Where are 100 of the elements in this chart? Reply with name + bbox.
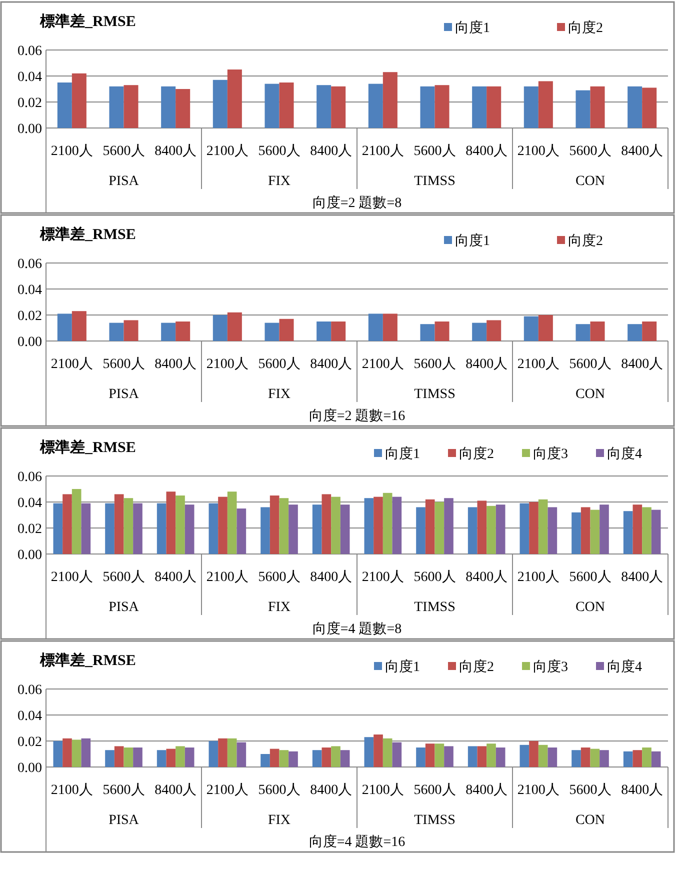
bar <box>425 744 435 767</box>
bar <box>529 502 538 554</box>
bar <box>520 744 530 767</box>
bar <box>288 504 298 554</box>
bar <box>208 503 218 554</box>
bar <box>590 748 600 767</box>
bar <box>576 324 590 341</box>
x-tick-label: 8400人 <box>621 569 664 585</box>
bar <box>548 507 558 554</box>
x-axis-title: 向度=4 題數=8 <box>312 621 402 637</box>
bar <box>444 746 454 767</box>
bar <box>105 750 114 767</box>
bar <box>124 498 134 554</box>
bar <box>434 744 444 767</box>
x-tick-label: 2100人 <box>517 356 560 372</box>
bar <box>53 503 63 554</box>
bar <box>425 499 435 554</box>
bar <box>468 507 478 554</box>
x-tick-label: 5600人 <box>569 356 612 372</box>
legend-label: 向度1 <box>455 233 490 249</box>
y-tick-label: 0.02 <box>18 522 42 537</box>
bar <box>524 86 538 128</box>
bar <box>590 322 605 341</box>
chart-title: 標準差_RMSE <box>39 439 136 456</box>
bar <box>279 498 289 554</box>
bar <box>316 85 332 128</box>
bar <box>72 740 82 767</box>
bar <box>642 507 652 554</box>
bar <box>368 314 383 341</box>
y-tick-label: 0.02 <box>18 96 42 111</box>
bar <box>156 750 166 767</box>
x-tick-label: 5600人 <box>414 782 456 798</box>
bar <box>264 322 280 341</box>
x-tick-label: 5600人 <box>569 569 612 585</box>
bar <box>236 742 246 767</box>
text: CON <box>575 813 606 828</box>
x-axis-title: 向度=4 題數=16 <box>308 834 406 850</box>
x-tick-label: 8400人 <box>466 569 508 585</box>
legend-label: 向度3 <box>533 659 568 675</box>
y-tick-label: 0.00 <box>18 122 42 137</box>
text: TIMSS <box>414 387 456 402</box>
bar <box>434 85 450 128</box>
bar <box>434 322 450 341</box>
bar <box>218 496 228 554</box>
x-tick-label: 2100人 <box>206 356 248 372</box>
bar <box>114 746 124 767</box>
bar <box>72 311 86 341</box>
bar <box>176 746 185 767</box>
bar <box>184 504 194 554</box>
y-tick-label: 0.00 <box>18 335 42 350</box>
bar <box>444 498 454 554</box>
y-tick-label: 0.02 <box>18 309 42 324</box>
y-tick-label: 0.06 <box>18 44 42 59</box>
bar <box>524 316 538 341</box>
bar <box>270 748 280 767</box>
bar <box>468 746 478 767</box>
chart-title: 標準差_RMSE <box>39 652 136 669</box>
x-tick-label: 2100人 <box>50 356 93 372</box>
bar <box>331 496 340 554</box>
text: PISA <box>108 813 140 828</box>
chart-title: 標準差_RMSE <box>39 226 136 243</box>
bar <box>382 738 392 767</box>
legend-label: 向度2 <box>459 659 494 675</box>
bar <box>623 751 633 767</box>
bar <box>548 748 558 767</box>
bar <box>212 80 228 128</box>
legend-label: 向度4 <box>607 446 642 462</box>
x-tick-label: 2100人 <box>206 569 248 585</box>
bar <box>472 86 487 128</box>
bar <box>520 503 530 554</box>
x-axis-title: 向度=2 題數=8 <box>312 195 402 211</box>
text: PISA <box>108 387 140 402</box>
x-tick-label: 5600人 <box>258 356 300 372</box>
bar <box>416 507 426 554</box>
x-tick-label: 2100人 <box>517 782 560 798</box>
x-tick-label: 2100人 <box>362 143 404 159</box>
x-tick-label: 5600人 <box>258 569 300 585</box>
bar <box>623 511 633 554</box>
x-tick-label: 2100人 <box>206 782 248 798</box>
x-tick-label: 8400人 <box>621 143 664 159</box>
x-tick-label: 8400人 <box>621 356 664 372</box>
bar <box>288 751 298 767</box>
x-axis-title: 向度=2 題數=16 <box>308 408 406 424</box>
bar <box>114 494 124 554</box>
text: TIMSS <box>414 174 456 189</box>
legend-label: 向度2 <box>459 446 494 462</box>
x-tick-label: 2100人 <box>50 782 93 798</box>
bar <box>53 741 63 767</box>
x-tick-label: 2100人 <box>362 782 404 798</box>
bar <box>580 748 590 767</box>
legend-label: 向度2 <box>568 20 603 36</box>
bar <box>420 324 435 341</box>
bar <box>538 81 553 128</box>
bar <box>184 748 194 767</box>
x-tick-label: 8400人 <box>154 782 197 798</box>
x-tick-label: 8400人 <box>621 782 664 798</box>
x-tick-label: 8400人 <box>154 356 197 372</box>
bar <box>212 315 228 341</box>
x-tick-label: 5600人 <box>102 356 145 372</box>
bar <box>642 322 657 341</box>
